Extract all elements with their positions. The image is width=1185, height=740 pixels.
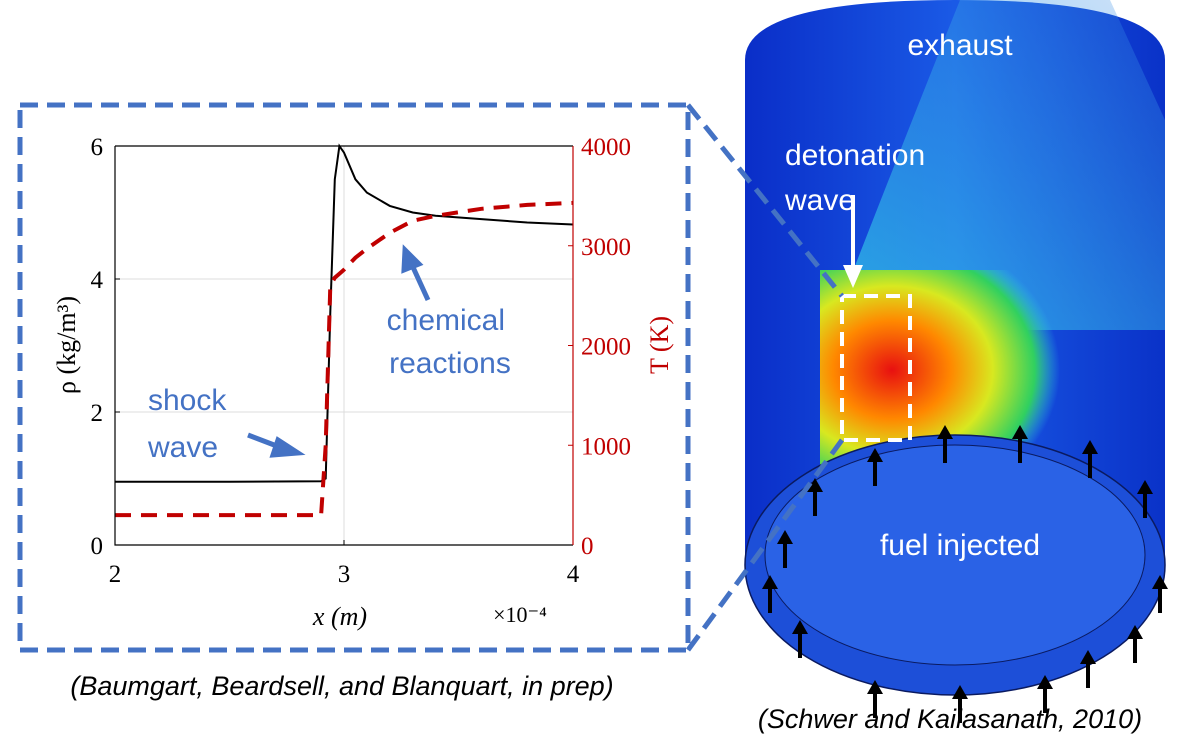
y2-label: T (K): [645, 316, 674, 374]
arrowhead: [1152, 575, 1168, 589]
label-line: wave: [784, 184, 855, 217]
y-tick-label: 2: [91, 400, 104, 427]
y-tick-label: 6: [91, 134, 104, 161]
arrowhead: [843, 265, 863, 288]
arrowhead: [762, 575, 778, 589]
x-tick-label: 2: [109, 561, 122, 588]
zoom-box: [17, 102, 845, 653]
illustration-label: exhaust: [907, 29, 1013, 62]
arrowhead: [1012, 425, 1028, 439]
label-line: exhaust: [907, 29, 1013, 62]
x-label: x (m): [312, 602, 367, 631]
cylinder: [744, 0, 1168, 723]
annotation-line: chemical: [387, 304, 505, 337]
x-multiplier: ×10⁻⁴: [493, 602, 547, 627]
annotation-arrows: [247, 244, 431, 458]
arrowhead: [1137, 480, 1153, 494]
caption: (Schwer and Kailasanath, 2010): [758, 704, 1142, 734]
arrowhead: [1127, 625, 1143, 639]
illustration-label: fuel injected: [880, 529, 1040, 562]
illustration-label: detonation wave: [784, 139, 933, 217]
annotation: chemical reactions: [387, 304, 514, 380]
y2-tick-label: 4000: [581, 134, 631, 161]
annotation: shock wave: [147, 384, 235, 464]
arrowhead: [807, 478, 823, 492]
y2-tick-label: 2000: [581, 334, 631, 361]
y2-tick-label: 0: [581, 533, 594, 560]
label-line: detonation: [785, 139, 925, 172]
annotation-line: reactions: [389, 347, 511, 380]
series-line: [115, 200, 574, 518]
arrowhead: [1037, 675, 1053, 689]
annotation-line: wave: [147, 431, 218, 464]
arrowhead: [1082, 440, 1098, 454]
arrowhead: [952, 685, 968, 699]
axes-frame: [114, 146, 573, 546]
arrowhead: [867, 448, 883, 462]
y-label: ρ (kg/m³): [52, 296, 81, 394]
arrowhead: [777, 530, 793, 544]
label-line: fuel injected: [880, 529, 1040, 562]
y-tick-label: 0: [91, 533, 104, 560]
annotation-line: shock: [148, 384, 227, 417]
y2-tick-label: 1000: [581, 433, 631, 460]
caption: (Baumgart, Beardsell, and Blanquart, in …: [70, 671, 613, 701]
arrowhead: [792, 620, 808, 634]
y2-tick-label: 3000: [581, 234, 631, 261]
y-tick-label: 4: [91, 267, 104, 294]
x-tick-label: 4: [567, 561, 580, 588]
x-tick-label: 3: [338, 561, 351, 588]
arrowhead: [937, 425, 953, 439]
arrowhead: [1080, 650, 1096, 664]
arrowhead: [867, 680, 883, 694]
